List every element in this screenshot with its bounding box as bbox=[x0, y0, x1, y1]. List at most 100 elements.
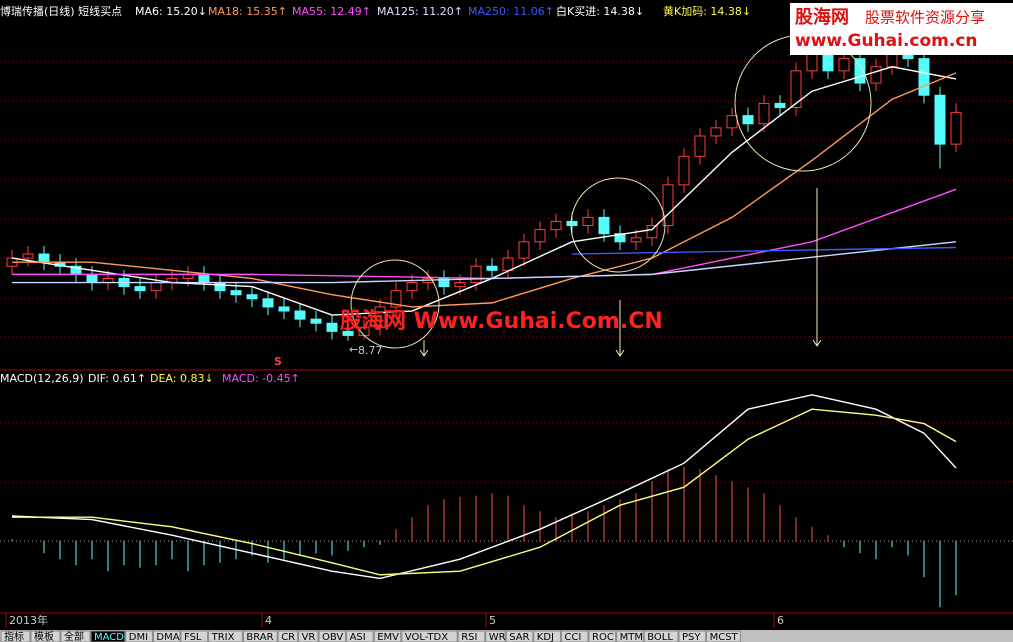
candle-body bbox=[438, 277, 450, 288]
candle-body bbox=[918, 58, 930, 96]
tab-label[interactable]: WR bbox=[489, 632, 506, 642]
tab-label[interactable]: 全部 bbox=[64, 630, 84, 642]
tab[interactable] bbox=[298, 630, 319, 642]
tab[interactable] bbox=[533, 630, 561, 642]
x-tick-label: 4 bbox=[265, 614, 272, 627]
tab[interactable] bbox=[0, 630, 31, 642]
candle-body bbox=[694, 135, 706, 157]
tab-label[interactable]: EMV bbox=[377, 632, 399, 642]
candle-body bbox=[854, 58, 866, 84]
watermark-logo: 股海网 bbox=[794, 6, 849, 28]
tab-label[interactable]: DMI bbox=[129, 632, 148, 642]
tab-label[interactable]: MTM bbox=[620, 632, 643, 642]
candle-body bbox=[550, 220, 562, 231]
tab[interactable] bbox=[401, 630, 458, 642]
marks: 2013年 4 5 6 bbox=[5, 42, 962, 628]
watermark-box bbox=[790, 3, 1013, 55]
tab-label[interactable]: SAR bbox=[509, 632, 529, 642]
tab-label[interactable]: DMA bbox=[156, 632, 179, 642]
candle-body bbox=[342, 330, 354, 336]
tab[interactable] bbox=[180, 630, 209, 642]
tab-label[interactable]: CR bbox=[281, 632, 295, 642]
tab-label[interactable]: 指标 bbox=[4, 630, 24, 642]
candle-body bbox=[22, 253, 34, 259]
candle-body bbox=[934, 94, 946, 145]
macd-legend-item: MACD(12,26,9) bbox=[0, 372, 84, 385]
candle-body bbox=[886, 54, 898, 68]
tab[interactable] bbox=[588, 630, 617, 642]
tab[interactable] bbox=[152, 630, 181, 642]
tab[interactable] bbox=[706, 630, 741, 642]
candle-body bbox=[470, 265, 482, 284]
low-label: 8.77 bbox=[358, 344, 383, 357]
tab[interactable] bbox=[346, 630, 374, 642]
candle-body bbox=[614, 233, 626, 243]
candle-body bbox=[198, 273, 210, 284]
tab-label[interactable]: TRIX bbox=[211, 632, 235, 642]
tab[interactable] bbox=[242, 630, 278, 642]
tab-label[interactable]: ROC bbox=[592, 632, 614, 642]
tab-label[interactable]: RSI bbox=[461, 632, 477, 642]
legend-item: MA18: 15.35↑ bbox=[208, 5, 287, 18]
legend-item: MA55: 12.49↑ bbox=[292, 5, 371, 18]
candle-body bbox=[774, 102, 786, 108]
tab-label[interactable]: CCI bbox=[564, 632, 581, 642]
tab-label[interactable]: OBV bbox=[322, 632, 343, 642]
candle-body bbox=[646, 225, 658, 239]
x-tick-label: 6 bbox=[777, 614, 784, 627]
candle-body bbox=[742, 115, 754, 125]
candle-body bbox=[454, 282, 466, 288]
candle-body bbox=[390, 290, 402, 308]
tab[interactable] bbox=[373, 630, 402, 642]
candle-body bbox=[310, 318, 322, 324]
candle-body bbox=[870, 66, 882, 84]
candle-body bbox=[838, 58, 850, 72]
tab-label[interactable]: BOLL bbox=[647, 632, 673, 642]
legend-item: 博瑞传播(日线) 短线买点 bbox=[0, 4, 122, 18]
candle-body bbox=[726, 115, 738, 129]
tab-label[interactable]: VOL-TDX bbox=[405, 632, 448, 642]
tab-label[interactable]: 模板 bbox=[34, 630, 54, 642]
candle-body bbox=[534, 229, 546, 243]
tab[interactable] bbox=[318, 630, 347, 642]
candle-body bbox=[38, 253, 50, 263]
tab[interactable] bbox=[277, 630, 299, 642]
tab[interactable] bbox=[505, 630, 534, 642]
tab-label[interactable]: MCST bbox=[710, 632, 739, 642]
tab-label[interactable]: PSY bbox=[682, 632, 701, 642]
tab[interactable] bbox=[457, 630, 486, 642]
candle-body bbox=[374, 306, 386, 328]
x-tick-label: 2013年 bbox=[9, 613, 48, 627]
candle-body bbox=[582, 216, 594, 227]
tab[interactable] bbox=[616, 630, 644, 642]
tab[interactable] bbox=[90, 630, 126, 642]
tab-label[interactable]: MACD bbox=[94, 632, 124, 642]
tab-label[interactable]: BRAR bbox=[246, 632, 273, 642]
legend-item: MA6: 15.20↓ bbox=[135, 5, 207, 18]
candle-body bbox=[326, 322, 338, 332]
candle-body bbox=[662, 184, 674, 227]
tab[interactable] bbox=[60, 630, 91, 642]
tab[interactable] bbox=[485, 630, 506, 642]
tab[interactable] bbox=[30, 630, 61, 642]
candle-body bbox=[678, 155, 690, 186]
candle-body bbox=[230, 290, 242, 296]
candle-body bbox=[294, 310, 306, 320]
tab-label[interactable]: ASI bbox=[350, 632, 366, 642]
tab[interactable] bbox=[678, 630, 707, 642]
legend-item: 黄K加码: 14.38↓ bbox=[663, 4, 751, 18]
tab[interactable] bbox=[643, 630, 679, 642]
tab-label[interactable]: VR bbox=[302, 632, 316, 642]
tab-label[interactable]: FSL bbox=[184, 632, 202, 642]
ma-line bbox=[12, 408, 957, 576]
tab[interactable] bbox=[560, 630, 589, 642]
signal: S bbox=[274, 355, 282, 368]
watermark-slogan: 股票软件资源分享 bbox=[865, 9, 985, 27]
tab[interactable] bbox=[125, 630, 153, 642]
candle-body bbox=[278, 306, 290, 312]
tab-label[interactable]: KDJ bbox=[537, 632, 554, 642]
tab[interactable] bbox=[208, 630, 243, 642]
watermark-url: www.Guhai.com.cn bbox=[795, 31, 978, 51]
candle-body bbox=[406, 282, 418, 292]
candle-body bbox=[486, 265, 498, 271]
